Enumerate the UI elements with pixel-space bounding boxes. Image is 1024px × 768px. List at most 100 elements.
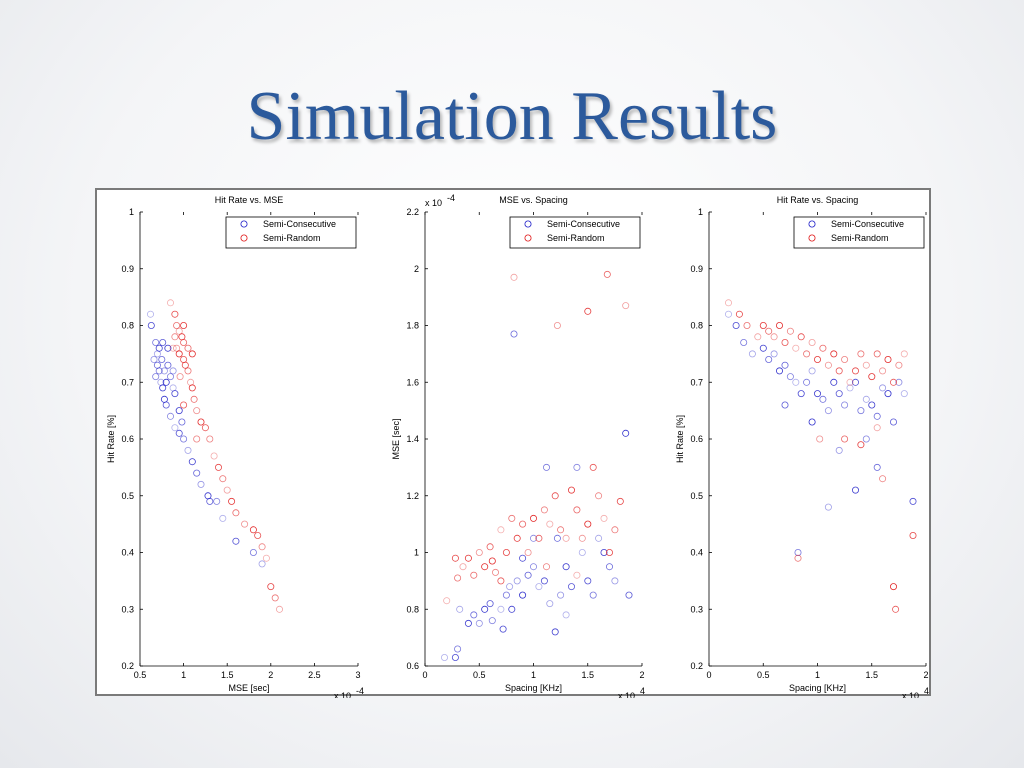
- figure-canvas: Hit Rate vs. MSE 0.5 1 1.5 2 2.5 3 0.2 0.3 0.4 0.5…: [106, 193, 929, 698]
- data-point: [499, 625, 507, 633]
- data-point: [814, 390, 822, 398]
- x-multiplier-exp: 4: [924, 686, 929, 696]
- data-point: [147, 310, 155, 318]
- x-tick-label: 2: [268, 670, 273, 680]
- data-point: [254, 531, 262, 539]
- data-point: [171, 424, 179, 432]
- data-point: [814, 355, 822, 363]
- y-tick-label: 2: [414, 264, 419, 274]
- x-tick-label: 0.5: [134, 670, 147, 680]
- data-point: [622, 429, 630, 437]
- data-point: [900, 390, 908, 398]
- y-tick-label: 0.3: [690, 604, 703, 614]
- data-point: [190, 395, 198, 403]
- data-point: [155, 344, 163, 352]
- data-point: [459, 563, 467, 571]
- data-point: [824, 361, 832, 369]
- data-point: [188, 458, 196, 466]
- data-point: [464, 619, 472, 627]
- data-point: [770, 350, 778, 358]
- data-point: [895, 378, 903, 386]
- data-point: [562, 611, 570, 619]
- data-point: [605, 548, 613, 556]
- data-point: [748, 350, 756, 358]
- data-point: [830, 378, 838, 386]
- data-point: [162, 401, 170, 409]
- data-point: [589, 591, 597, 599]
- data-point: [542, 463, 550, 471]
- data-point: [506, 583, 514, 591]
- y-tick-label: 0.9: [121, 264, 134, 274]
- data-point: [488, 617, 496, 625]
- data-point: [497, 526, 505, 534]
- y-tick-label: 2.2: [406, 207, 419, 217]
- data-point: [464, 554, 472, 562]
- data-point: [879, 475, 887, 483]
- series-semi-random: [443, 270, 630, 605]
- data-point: [169, 344, 177, 352]
- data-point: [451, 554, 459, 562]
- data-point: [451, 653, 459, 661]
- data-point: [519, 520, 527, 528]
- data-point: [201, 424, 209, 432]
- legend-marker: [808, 234, 816, 242]
- data-point: [852, 486, 860, 494]
- data-point: [600, 548, 608, 556]
- y-tick-label: 0.5: [690, 491, 703, 501]
- data-point: [786, 327, 794, 335]
- y-tick-label: 0.6: [406, 661, 419, 671]
- data-point: [271, 594, 279, 602]
- data-point: [275, 605, 283, 613]
- data-point: [892, 605, 900, 613]
- data-point: [153, 361, 161, 369]
- data-point: [824, 407, 832, 415]
- data-point: [551, 492, 559, 500]
- data-point: [171, 390, 179, 398]
- x-axis-label: Spacing [KHz]: [789, 683, 846, 693]
- y-tick-label: 1: [698, 207, 703, 217]
- data-point: [213, 497, 221, 505]
- y-tick-label: 0.5: [121, 491, 134, 501]
- y-tick-label: 0.7: [121, 377, 134, 387]
- data-point: [765, 355, 773, 363]
- data-point: [725, 310, 733, 318]
- data-point: [890, 378, 898, 386]
- data-point: [164, 361, 172, 369]
- data-point: [835, 446, 843, 454]
- data-point: [193, 469, 201, 477]
- legend-box: [225, 216, 357, 249]
- data-point: [232, 509, 240, 517]
- data-point: [884, 390, 892, 398]
- data-point: [440, 653, 448, 661]
- data-point: [557, 526, 565, 534]
- data-point: [792, 344, 800, 352]
- data-point: [770, 333, 778, 341]
- data-point: [524, 571, 532, 579]
- data-point: [792, 378, 800, 386]
- data-point: [611, 577, 619, 585]
- data-point: [562, 534, 570, 542]
- y-tick-label: 1.2: [406, 491, 419, 501]
- data-point: [206, 497, 214, 505]
- data-point: [808, 418, 816, 426]
- data-point: [219, 514, 227, 522]
- data-point: [529, 534, 537, 542]
- y-tick-label: 1: [129, 207, 134, 217]
- data-point: [578, 534, 586, 542]
- data-point: [603, 270, 611, 278]
- data-point: [835, 367, 843, 375]
- x-tick-label: 1: [815, 670, 820, 680]
- data-point: [846, 378, 854, 386]
- data-point: [258, 560, 266, 568]
- series-semi-consecutive: [147, 310, 266, 568]
- data-point: [535, 534, 543, 542]
- data-point: [873, 412, 881, 420]
- data-point: [486, 600, 494, 608]
- data-point: [164, 344, 172, 352]
- data-point: [600, 514, 608, 522]
- data-point: [808, 338, 816, 346]
- y-axis-label: Hit Rate [%]: [675, 415, 685, 463]
- data-point: [781, 338, 789, 346]
- data-point: [573, 571, 581, 579]
- data-point: [754, 333, 762, 341]
